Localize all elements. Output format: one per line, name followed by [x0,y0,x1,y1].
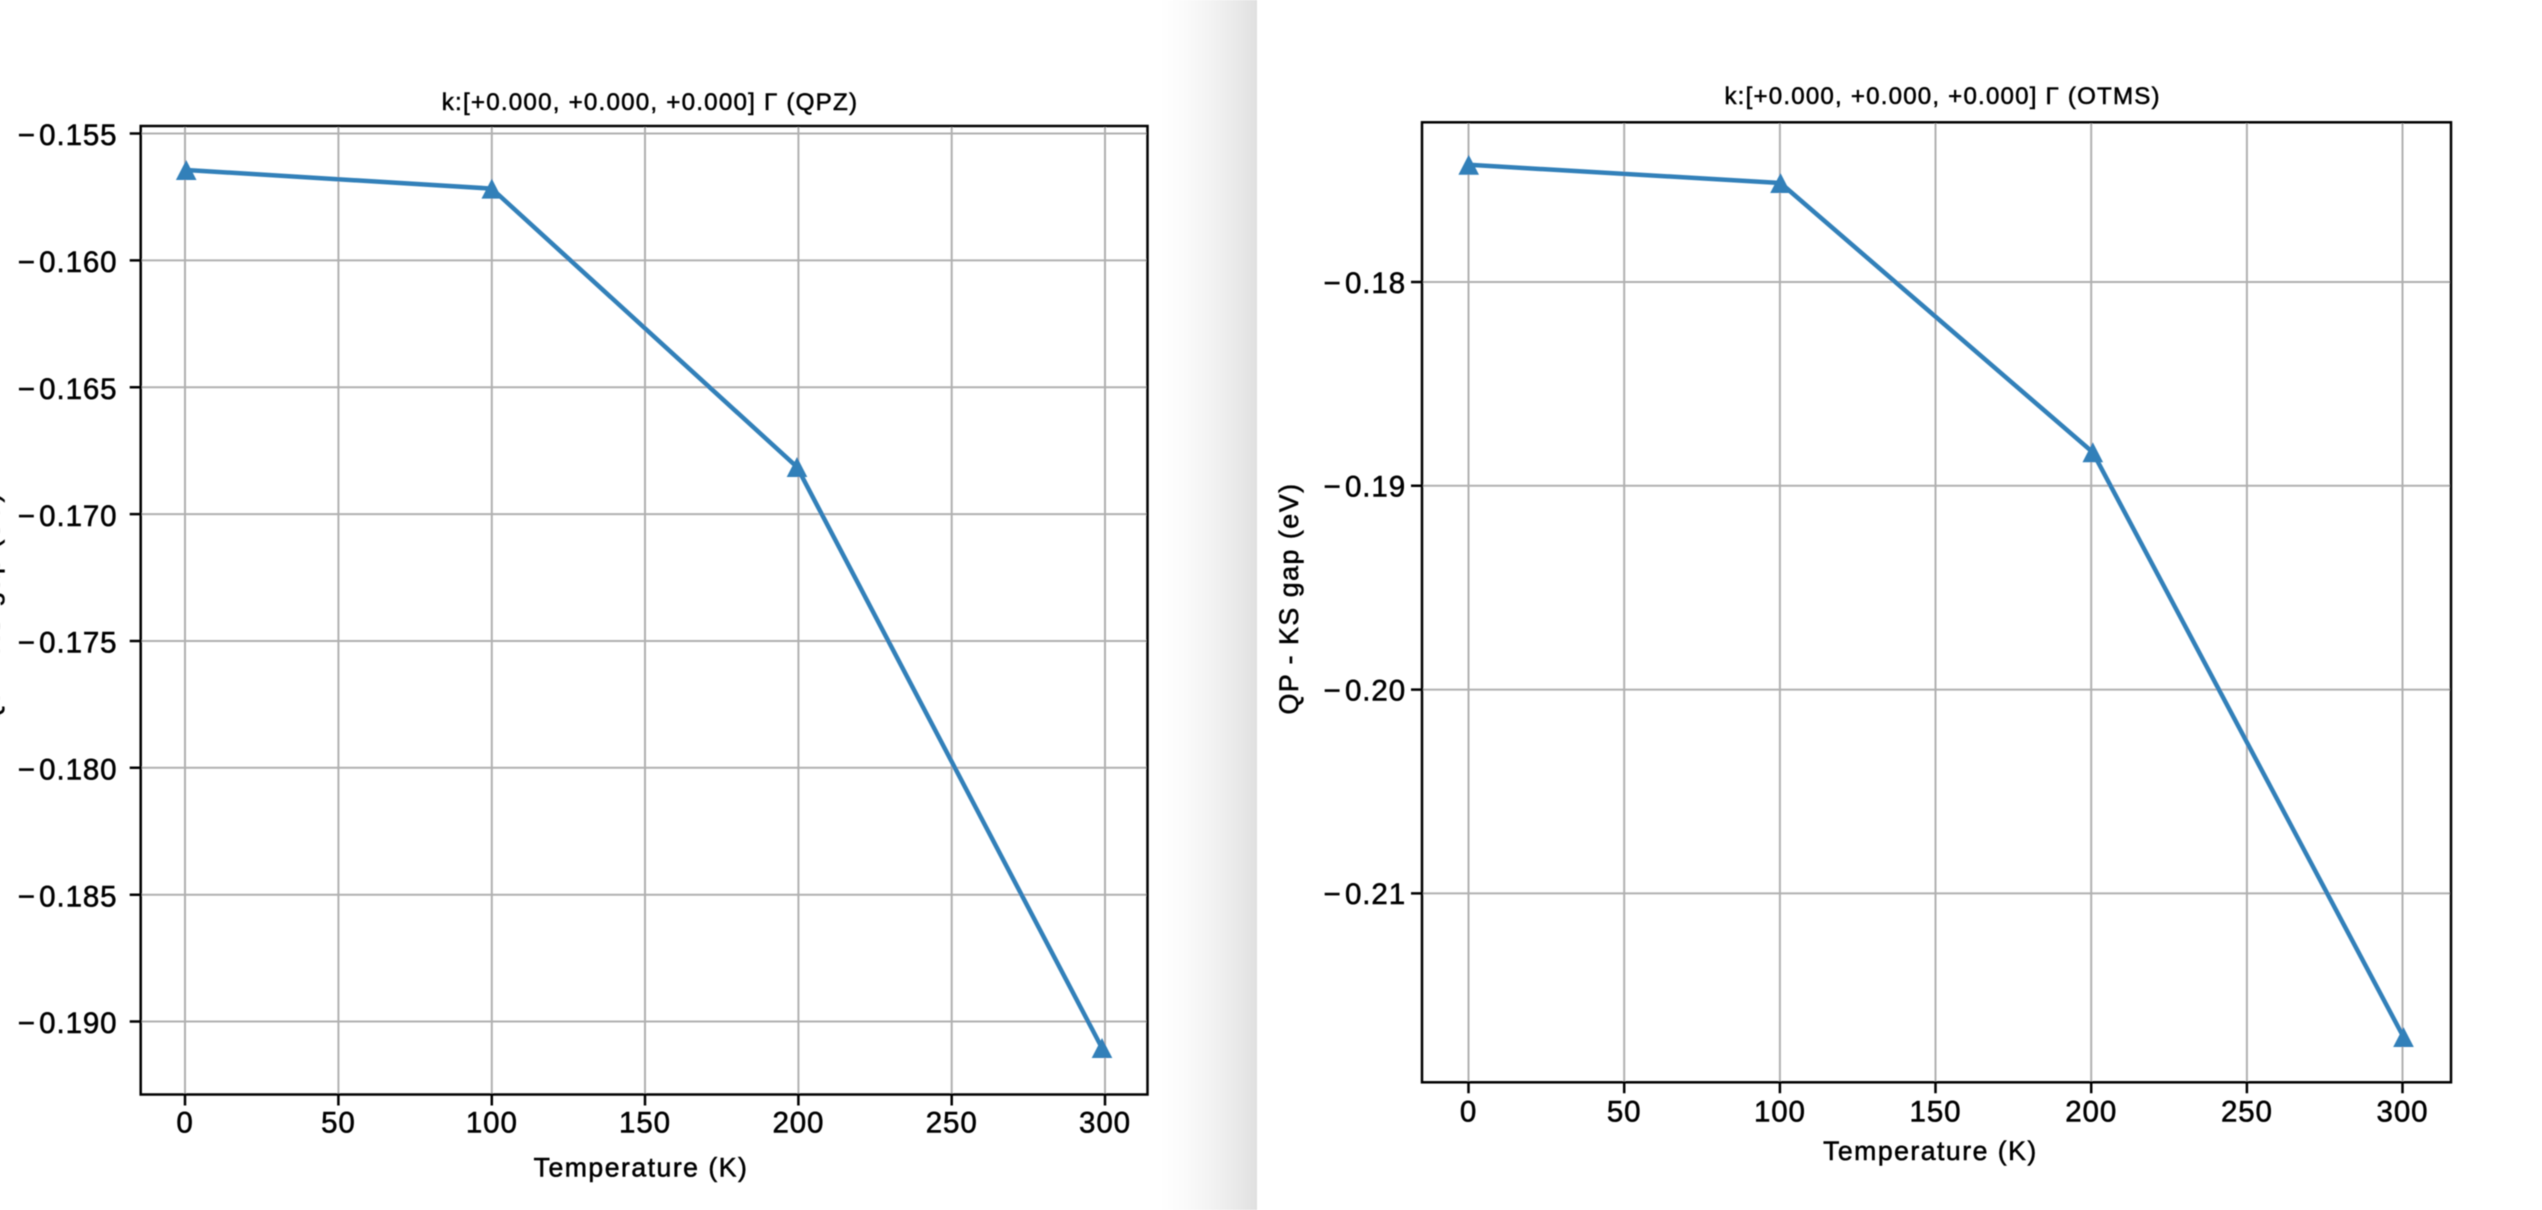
svg-text:100: 100 [1754,1096,1806,1129]
svg-text:50: 50 [321,1107,356,1140]
svg-text:k:[+0.000, +0.000, +0.000] Γ (: k:[+0.000, +0.000, +0.000] Γ (QPZ) [442,89,859,116]
svg-text:−0.180: −0.180 [18,754,118,787]
svg-text:−0.165: −0.165 [18,373,118,406]
svg-text:150: 150 [1910,1096,1962,1129]
svg-text:Temperature (K): Temperature (K) [1823,1136,2038,1166]
svg-text:0: 0 [1460,1096,1477,1129]
svg-text:50: 50 [1607,1096,1642,1129]
svg-text:200: 200 [772,1107,824,1140]
svg-text:−0.21: −0.21 [1324,878,1406,911]
svg-text:300: 300 [2377,1096,2429,1129]
svg-text:−0.155: −0.155 [18,119,118,152]
svg-text:Temperature (K): Temperature (K) [534,1153,749,1183]
svg-text:250: 250 [926,1107,978,1140]
svg-text:QP - KS gap (eV): QP - KS gap (eV) [0,492,5,724]
svg-text:−0.170: −0.170 [18,500,118,533]
svg-text:300: 300 [1079,1107,1131,1140]
svg-text:100: 100 [466,1107,518,1140]
svg-text:−0.185: −0.185 [18,880,118,913]
svg-text:−0.18: −0.18 [1324,267,1406,300]
svg-text:200: 200 [2065,1096,2117,1129]
svg-text:k:[+0.000, +0.000, +0.000] Γ (: k:[+0.000, +0.000, +0.000] Γ (OTMS) [1724,83,2160,110]
svg-text:250: 250 [2221,1096,2273,1129]
svg-text:150: 150 [619,1107,671,1140]
svg-text:0: 0 [176,1107,193,1140]
svg-text:−0.190: −0.190 [18,1007,118,1040]
svg-text:QP - KS gap (eV): QP - KS gap (eV) [1274,482,1304,714]
svg-text:−0.160: −0.160 [18,246,118,279]
svg-text:−0.20: −0.20 [1324,674,1406,707]
svg-text:−0.19: −0.19 [1324,471,1406,504]
svg-text:−0.175: −0.175 [18,627,118,660]
